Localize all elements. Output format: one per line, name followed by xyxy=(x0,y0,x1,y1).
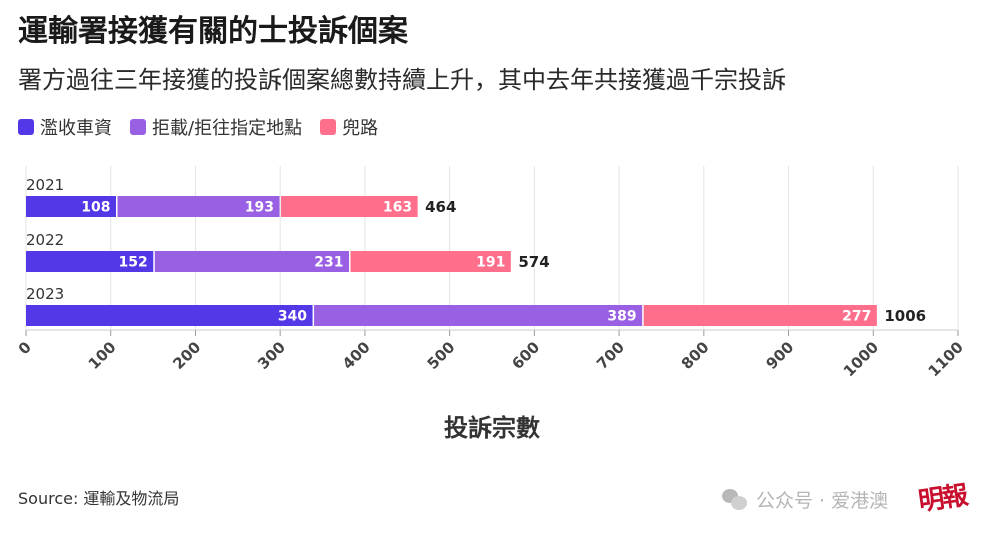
wechat-icon xyxy=(722,488,748,511)
chart-subtitle: 署方過往三年接獲的投訴個案總數持續上升，其中去年共接獲過千宗投訴 xyxy=(18,66,786,94)
x-axis-title: 投訴宗數 xyxy=(444,414,540,442)
x-tick-label: 400 xyxy=(339,338,374,373)
legend-swatch xyxy=(130,119,146,135)
data-label: 191 xyxy=(476,255,505,271)
x-tick-label: 900 xyxy=(763,338,798,373)
legend-item: 兜路 xyxy=(320,114,378,140)
category-label: 2022 xyxy=(26,231,64,249)
bar-segment xyxy=(154,251,350,272)
watermark: 公众号 · 爱港澳 xyxy=(722,486,888,513)
bar-segment xyxy=(350,251,511,272)
legend-swatch xyxy=(18,119,34,135)
source-note: Source: 運輸及物流局 xyxy=(18,489,180,508)
bar-segment xyxy=(281,196,418,217)
total-label: 464 xyxy=(425,198,456,216)
mingpao-logo: 明報 xyxy=(916,480,969,518)
legend-item: 濫收車資 xyxy=(18,114,112,140)
legend: 濫收車資 拒載/拒往指定地點 兜路 xyxy=(18,114,378,140)
x-tick-label: 1100 xyxy=(925,338,967,380)
category-label: 2023 xyxy=(26,285,64,303)
data-label: 231 xyxy=(314,255,343,271)
stacked-bar-chart: 0 100 200 300 400 500 600 700 800 900 1000 1100 2021… xyxy=(15,166,967,442)
data-label: 193 xyxy=(245,200,274,216)
x-tick-label: 800 xyxy=(678,338,713,373)
data-label: 152 xyxy=(119,255,148,271)
chart-title: 運輸署接獲有關的士投訴個案 xyxy=(18,14,408,49)
x-tick-label: 300 xyxy=(254,338,289,373)
x-tick-label: 100 xyxy=(85,338,120,373)
x-tick-label: 0 xyxy=(15,338,35,358)
total-label: 1006 xyxy=(884,307,926,325)
x-tick-label: 200 xyxy=(169,338,204,373)
watermark-text: 公众号 · 爱港澳 xyxy=(756,490,889,512)
legend-label: 拒載/拒往指定地點 xyxy=(152,118,303,139)
legend-label: 濫收車資 xyxy=(40,118,112,139)
x-tick-label: 500 xyxy=(424,338,459,373)
x-tick-label: 1000 xyxy=(840,338,882,380)
x-tick-label: 600 xyxy=(508,338,543,373)
bar-segment xyxy=(643,305,877,326)
bar-segment xyxy=(314,305,643,326)
bar-segment xyxy=(26,196,117,217)
data-label: 389 xyxy=(607,309,636,325)
legend-item: 拒載/拒往指定地點 xyxy=(130,114,302,140)
data-label: 277 xyxy=(842,309,871,325)
category-label: 2021 xyxy=(26,176,64,194)
legend-label: 兜路 xyxy=(342,118,379,139)
legend-swatch xyxy=(320,119,337,135)
bar-segment xyxy=(26,305,313,326)
bar-segment xyxy=(117,196,280,217)
data-label: 340 xyxy=(278,309,307,325)
bar-segment xyxy=(26,251,154,272)
data-label: 108 xyxy=(81,200,110,216)
total-label: 574 xyxy=(518,253,549,271)
x-tick-label: 700 xyxy=(593,338,628,373)
data-label: 163 xyxy=(383,200,412,216)
